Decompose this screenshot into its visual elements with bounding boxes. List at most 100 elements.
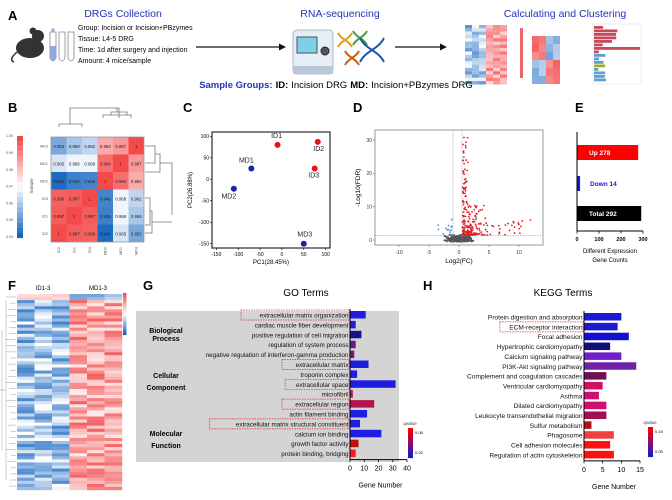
colorbar-segment	[17, 187, 23, 193]
heatmap-cell	[87, 413, 105, 417]
thumb-heatmap-cell	[500, 61, 507, 65]
volcano-point-up	[473, 220, 476, 223]
heatmap-cell	[17, 437, 35, 442]
heatmap-cell	[52, 453, 70, 457]
heatmap-cell	[104, 349, 123, 353]
point-label: MD3	[297, 232, 312, 239]
heatmap-cell	[69, 422, 88, 426]
thumb-corr-cell	[553, 52, 560, 60]
y-axis-label: -Log10(FDR)	[355, 169, 362, 207]
heatmap-cell	[69, 355, 88, 359]
cell-value: 0.953	[53, 144, 64, 149]
heatmap-cell	[87, 339, 105, 344]
heatmap-cell	[34, 474, 53, 478]
step-title: DRGs Collection	[84, 8, 162, 20]
volcano-point-down	[437, 228, 440, 231]
term-label: positive regulation of cell migration	[252, 332, 349, 339]
term-label: extracellular matrix structural constitu…	[236, 421, 349, 428]
thumb-heatmap-cell	[500, 64, 507, 68]
colorbar-segment	[123, 303, 127, 306]
thumb-corr-cell	[546, 60, 553, 68]
heatmap-cell	[17, 321, 35, 325]
thumb-heatmap-cell	[465, 25, 472, 29]
legend-colorbar	[408, 453, 413, 456]
heatmap-cell	[87, 379, 105, 384]
heatmap-cell	[69, 336, 88, 341]
heatmap-cell	[69, 465, 88, 469]
thumb-heatmap-cell	[493, 48, 500, 52]
volcano-point-up	[466, 169, 469, 172]
thumb-heatmap-cell	[472, 38, 479, 42]
heatmap-cell	[34, 352, 53, 356]
colorbar-segment	[17, 207, 23, 213]
term-label: growth factor activity	[291, 441, 349, 448]
heatmap-cell	[17, 367, 35, 371]
heatmap-cell	[87, 300, 105, 304]
point-label: ID2	[313, 146, 324, 153]
heatmap-cell	[52, 297, 70, 301]
heatmap-cell	[87, 468, 105, 472]
heatmap-cell	[51, 172, 67, 190]
sample-groups-md-label: MD:	[350, 80, 368, 91]
thumb-heatmap-cell	[493, 81, 500, 85]
heatmap-cell	[69, 370, 88, 374]
heatmap-cell	[17, 401, 35, 405]
enrichment-bar	[350, 330, 362, 339]
panel-c-pca-plot: -150 -100 -50 0 50 100 100 50 0 -50 -100 -150 PC1(28…	[188, 131, 331, 266]
heatmap-cell	[69, 364, 88, 368]
thumb-heatmap-cell	[479, 81, 486, 85]
panel-label-e: E	[575, 100, 584, 115]
volcano-point-up	[521, 220, 524, 222]
heatmap-cell	[104, 462, 123, 466]
column-label: ID3	[88, 247, 92, 253]
term-label: Sulfur metabolism	[530, 423, 583, 430]
colorbar-segment	[123, 322, 127, 325]
thumb-heatmap-cell	[486, 77, 493, 82]
heatmap-cell	[113, 137, 129, 155]
thumb-heatmap-cell	[486, 31, 493, 35]
heatmap-cell	[52, 459, 70, 463]
thumb-heatmap-cell	[465, 38, 472, 42]
legend-colorbar	[648, 429, 653, 433]
thumb-heatmap-cell	[500, 44, 507, 49]
sequencer-base	[293, 66, 333, 74]
legend-colorbar	[408, 445, 413, 449]
volcano-point-ns	[443, 234, 446, 237]
heatmap-cell	[104, 336, 123, 341]
heatmap-cell	[52, 434, 70, 439]
thumb-heatmap-cell	[493, 38, 500, 42]
thumb-heatmap-cell	[500, 34, 507, 39]
heatmap-cell	[52, 444, 70, 448]
volcano-point-ns	[445, 240, 448, 243]
heatmap-cell	[82, 224, 98, 242]
heatmap-cell	[34, 339, 53, 344]
legend-colorbar	[648, 454, 653, 458]
volcano-point-up	[462, 159, 464, 162]
heatmap-cell	[17, 303, 35, 307]
heatmap-cell	[17, 447, 35, 451]
term-label: extracellular matrix	[296, 362, 350, 369]
heatmap-cell	[17, 471, 35, 475]
x-tick-label: 0	[281, 252, 284, 258]
sequencer-icon	[292, 29, 334, 75]
heatmap-cell	[52, 431, 70, 436]
bar-label: Total 292	[589, 211, 617, 218]
colorbar-segment	[17, 136, 23, 142]
heatmap-cell	[52, 346, 70, 350]
heatmap-cell	[34, 355, 53, 359]
enrichment-bar	[584, 322, 618, 331]
heatmap-cell	[69, 330, 88, 335]
volcano-point-up	[512, 221, 515, 224]
test-tubes-icon	[49, 28, 75, 62]
thumb-heatmap-cell	[486, 28, 493, 32]
thumb-heatmap-cell	[465, 81, 472, 85]
heatmap-cell	[34, 410, 53, 414]
colorbar-tick: 1.00	[6, 134, 13, 138]
thumb-heatmap-cell	[479, 28, 486, 32]
thumb-heatmap-cell	[493, 25, 500, 29]
thumb-heatmap-cell	[486, 81, 493, 85]
heatmap-cell	[87, 395, 105, 399]
term-label: extracellular matrix organization	[260, 313, 349, 320]
heatmap-cell	[69, 376, 88, 380]
sample-groups-id-text: Incision DRG	[291, 80, 347, 91]
